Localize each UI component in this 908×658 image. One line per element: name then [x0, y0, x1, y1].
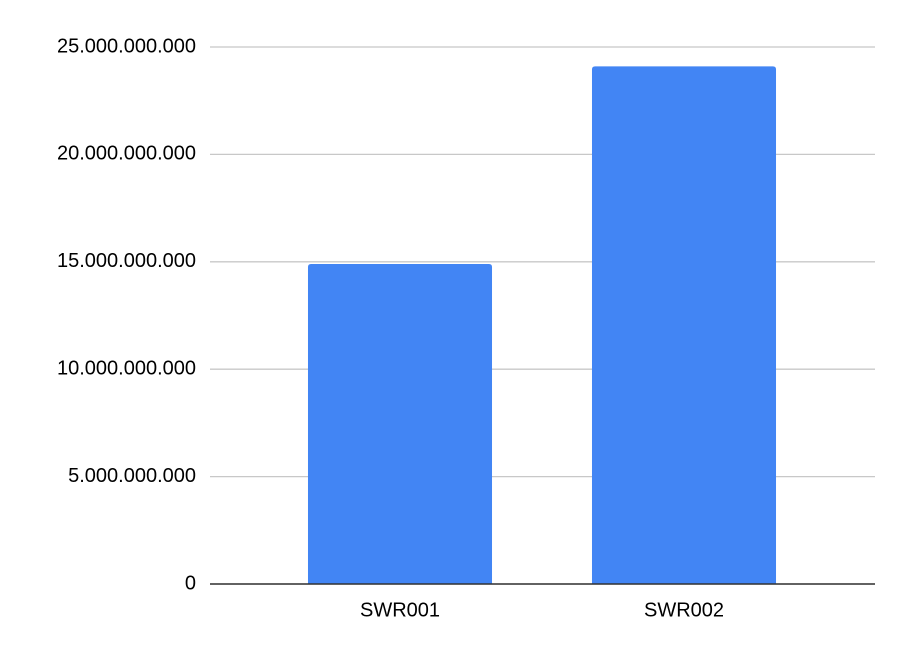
y-tick-label: 5.000.000.000 [68, 465, 196, 487]
x-tick-label: SWR001 [360, 599, 440, 621]
y-tick-label: 20.000.000.000 [57, 143, 196, 165]
y-tick-label: 10.000.000.000 [57, 357, 196, 379]
y-tick-label: 0 [185, 572, 196, 594]
y-tick-label: 25.000.000.000 [57, 35, 196, 57]
bar [307, 263, 493, 584]
x-tick-label: SWR002 [644, 599, 724, 621]
bar [591, 66, 777, 584]
y-tick-label: 15.000.000.000 [57, 250, 196, 272]
